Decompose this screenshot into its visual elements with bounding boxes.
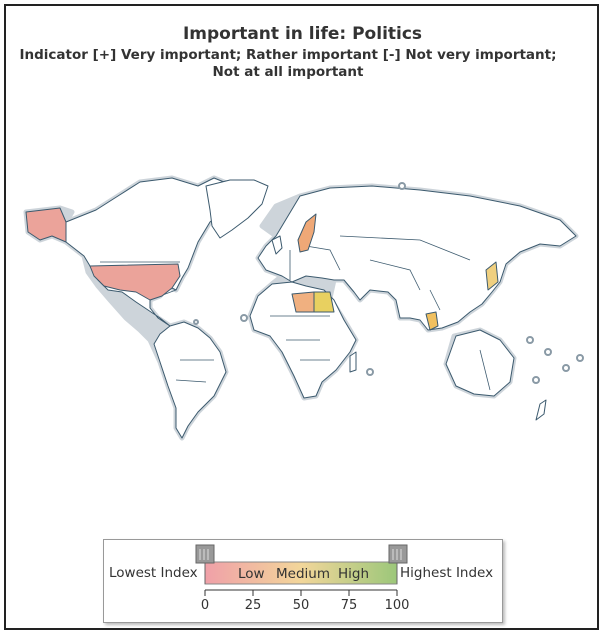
subtitle-line-1: Indicator [+] Very important; Rather imp… (19, 47, 557, 63)
map-title: Important in life: Politics (182, 24, 423, 44)
japan-region[interactable] (485, 261, 499, 291)
uk (271, 235, 283, 255)
australia (445, 329, 515, 397)
madagascar (349, 351, 357, 373)
legend-high-label: High (338, 566, 370, 582)
usa-region[interactable] (89, 263, 181, 301)
greenland (205, 179, 269, 239)
legend-medium-label: Medium (276, 566, 330, 582)
legend-graphic (195, 544, 408, 596)
legend-tick-label: 75 (340, 598, 358, 613)
legend-highest-label: Highest Index (400, 565, 494, 581)
thailand-region[interactable] (425, 311, 439, 331)
slider-right-handle[interactable] (388, 544, 408, 584)
slider-left-handle[interactable] (195, 544, 215, 584)
egypt-region[interactable] (313, 291, 335, 313)
legend-lowest-label: Lowest Index (109, 565, 198, 581)
sweden-region[interactable] (297, 213, 317, 253)
alaska-region[interactable] (25, 207, 67, 243)
legend-tick-label: 0 (200, 598, 210, 613)
islands (193, 182, 584, 384)
legend-low-label: Low (238, 566, 265, 582)
legend-tick-label: 100 (384, 598, 410, 613)
south-america (153, 321, 227, 439)
legend-tick-label: 50 (292, 598, 310, 613)
country-borders (100, 235, 491, 391)
eurasia (257, 185, 577, 331)
legend: Lowest Index Highest Index Low (103, 539, 503, 623)
legend-tick-label: 25 (244, 598, 262, 613)
subtitle-line-2: Not at all important (212, 64, 364, 80)
new-zealand (535, 399, 547, 421)
libya-region[interactable] (291, 291, 315, 313)
highlighted-countries (25, 207, 499, 331)
map-subtitle: Indicator [+] Very important; Rather imp… (8, 47, 568, 81)
